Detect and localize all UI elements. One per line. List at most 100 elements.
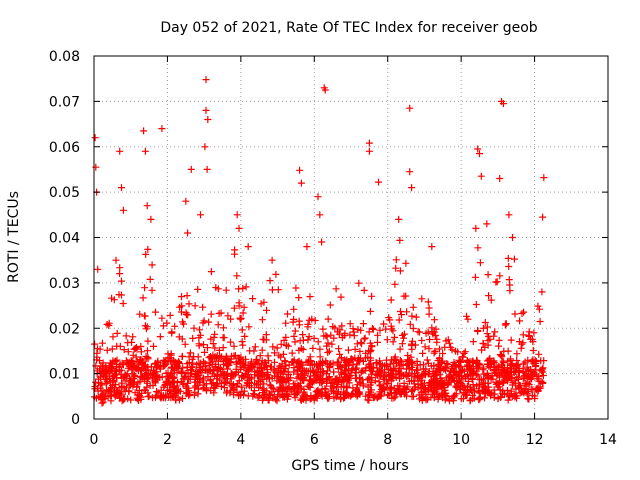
data-point bbox=[385, 314, 393, 322]
data-point bbox=[434, 357, 442, 364]
data-point bbox=[486, 354, 494, 362]
data-point bbox=[329, 359, 337, 367]
data-point bbox=[448, 346, 456, 354]
data-point bbox=[268, 256, 276, 264]
data-point bbox=[380, 375, 388, 383]
data-point bbox=[422, 329, 430, 337]
data-point bbox=[330, 394, 338, 402]
data-point bbox=[257, 373, 265, 381]
data-point bbox=[497, 394, 504, 401]
data-point bbox=[391, 356, 399, 363]
data-point bbox=[323, 342, 331, 350]
data-point bbox=[529, 347, 537, 354]
data-point bbox=[262, 359, 270, 367]
chart-title: Day 052 of 2021, Rate Of TEC Index for r… bbox=[160, 20, 537, 36]
data-point bbox=[395, 215, 403, 223]
data-point bbox=[235, 392, 243, 400]
data-point bbox=[448, 375, 455, 383]
data-point bbox=[106, 387, 114, 395]
data-point bbox=[406, 364, 413, 372]
data-point bbox=[398, 311, 405, 319]
data-point bbox=[273, 397, 281, 405]
data-point bbox=[215, 346, 223, 354]
data-point bbox=[135, 387, 143, 395]
data-point bbox=[94, 265, 102, 273]
data-point bbox=[94, 345, 101, 353]
data-point bbox=[309, 366, 317, 374]
x-tick-label: 8 bbox=[383, 432, 392, 448]
data-point bbox=[219, 344, 227, 352]
data-point bbox=[462, 386, 470, 394]
data-point bbox=[222, 286, 230, 294]
data-point bbox=[188, 370, 196, 378]
data-point bbox=[359, 320, 367, 328]
data-point bbox=[188, 355, 196, 363]
data-point bbox=[444, 360, 452, 368]
data-point bbox=[241, 372, 249, 380]
data-point bbox=[148, 286, 156, 294]
data-point bbox=[242, 283, 250, 291]
data-point bbox=[118, 291, 125, 299]
data-point bbox=[346, 320, 354, 328]
data-point bbox=[507, 336, 515, 344]
data-point bbox=[367, 360, 375, 368]
data-point bbox=[432, 325, 440, 333]
data-point bbox=[317, 379, 325, 387]
data-point bbox=[499, 379, 507, 387]
data-point bbox=[223, 356, 231, 364]
data-point bbox=[359, 358, 367, 365]
data-point bbox=[103, 346, 111, 354]
data-point bbox=[495, 336, 503, 344]
data-point bbox=[183, 363, 191, 371]
data-point bbox=[402, 259, 410, 267]
data-point bbox=[353, 361, 361, 369]
data-point bbox=[166, 354, 174, 362]
data-point bbox=[132, 344, 140, 351]
data-point bbox=[490, 363, 498, 371]
data-point bbox=[223, 362, 231, 370]
data-point bbox=[200, 384, 208, 392]
data-point bbox=[404, 372, 412, 380]
data-point bbox=[378, 362, 386, 369]
data-point bbox=[120, 396, 127, 404]
data-point bbox=[387, 377, 395, 385]
data-point bbox=[431, 347, 439, 355]
data-point bbox=[265, 374, 273, 382]
data-point bbox=[306, 361, 314, 369]
data-point bbox=[251, 343, 259, 351]
data-point bbox=[484, 360, 492, 368]
data-point bbox=[143, 375, 151, 383]
data-point bbox=[474, 145, 482, 153]
data-point bbox=[197, 359, 205, 367]
data-point bbox=[392, 264, 400, 272]
data-point bbox=[309, 368, 317, 375]
data-point bbox=[461, 383, 469, 391]
data-point bbox=[338, 376, 346, 384]
data-point bbox=[490, 332, 498, 340]
data-point bbox=[525, 395, 533, 403]
data-point bbox=[110, 296, 118, 304]
data-point bbox=[374, 338, 381, 346]
data-point bbox=[129, 359, 137, 367]
data-point bbox=[394, 382, 402, 390]
data-point bbox=[479, 366, 487, 374]
data-point bbox=[291, 327, 299, 335]
data-point bbox=[247, 361, 255, 369]
data-point bbox=[296, 166, 304, 174]
data-point bbox=[506, 393, 514, 401]
data-point bbox=[529, 338, 537, 346]
data-point bbox=[477, 172, 485, 180]
data-point bbox=[534, 302, 542, 310]
data-point bbox=[310, 334, 318, 342]
data-point bbox=[98, 339, 106, 347]
data-point bbox=[258, 346, 266, 354]
data-point bbox=[463, 391, 471, 399]
data-point bbox=[318, 238, 326, 246]
data-point bbox=[324, 315, 332, 323]
data-point bbox=[347, 371, 355, 379]
data-point bbox=[263, 366, 271, 373]
data-point bbox=[297, 179, 305, 187]
data-point bbox=[396, 236, 404, 244]
data-point bbox=[383, 336, 391, 344]
data-point bbox=[253, 381, 261, 389]
